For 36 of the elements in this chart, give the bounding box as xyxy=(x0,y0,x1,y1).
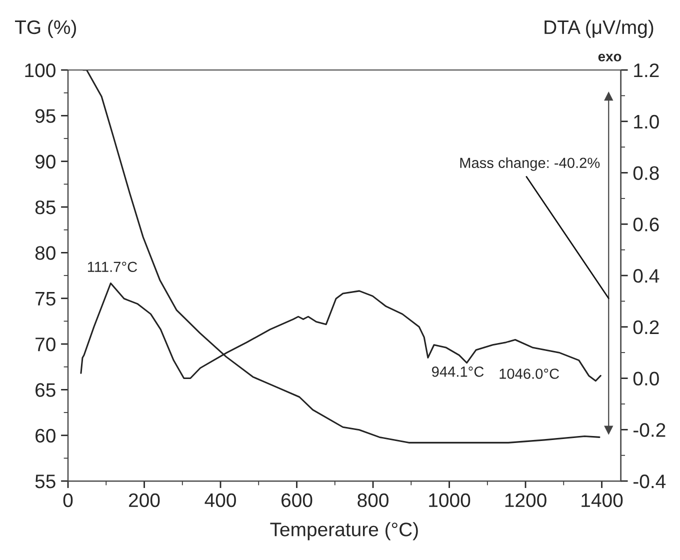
x-tick-label: 800 xyxy=(358,493,388,508)
text: exo xyxy=(598,54,622,62)
y-tick-label: 85 xyxy=(35,200,56,214)
y2-axis-title: DTA (μV/mg) xyxy=(544,20,654,38)
x-tick-label: 1200 xyxy=(505,493,546,508)
y2-tick-label: -0.4 xyxy=(634,474,666,488)
y-tick-label: 90 xyxy=(35,154,56,169)
line-series xyxy=(82,70,600,444)
y-tick-label: 75 xyxy=(36,292,56,306)
y-tick-label: 95 xyxy=(35,109,56,123)
y-tick-label: 80 xyxy=(35,246,56,260)
x-tick-label: 1000 xyxy=(429,493,470,508)
y2-tick-label: 0.2 xyxy=(633,320,659,334)
y-tick-label: 70 xyxy=(36,337,56,352)
x-axis-title: Temperature (°C) xyxy=(270,522,418,540)
y-tick-label: 65 xyxy=(36,383,56,397)
y-tick-label: 55 xyxy=(35,474,56,488)
x-tick-label: 400 xyxy=(204,493,236,508)
y-tick-label: 100 xyxy=(25,63,56,78)
annotation: 111.7°C xyxy=(88,262,138,272)
x-tick-label: 600 xyxy=(282,493,312,508)
y2-tick-label: 1.2 xyxy=(634,63,659,78)
y2-tick-label: 0.4 xyxy=(633,268,660,283)
annotation: 1046.0°C xyxy=(500,368,559,379)
y2-tick-label: 0.6 xyxy=(633,218,659,232)
annotation: Mass change: -40.2% xyxy=(460,157,600,171)
x-tick-label: 1400 xyxy=(582,493,623,508)
annotation: 944.1°C xyxy=(432,366,484,377)
y2-tick-label: 1.0 xyxy=(634,114,659,129)
y2-tick-label: 0.0 xyxy=(633,372,659,386)
y-tick-label: 60 xyxy=(36,428,56,443)
x-tick-label: 200 xyxy=(129,493,160,508)
y2-tick-label: -0.2 xyxy=(634,423,666,437)
y-axis-title: TG (%) xyxy=(15,20,76,38)
y2-tick-label: 0.8 xyxy=(633,166,659,180)
x-tick-label: 0 xyxy=(63,493,73,508)
